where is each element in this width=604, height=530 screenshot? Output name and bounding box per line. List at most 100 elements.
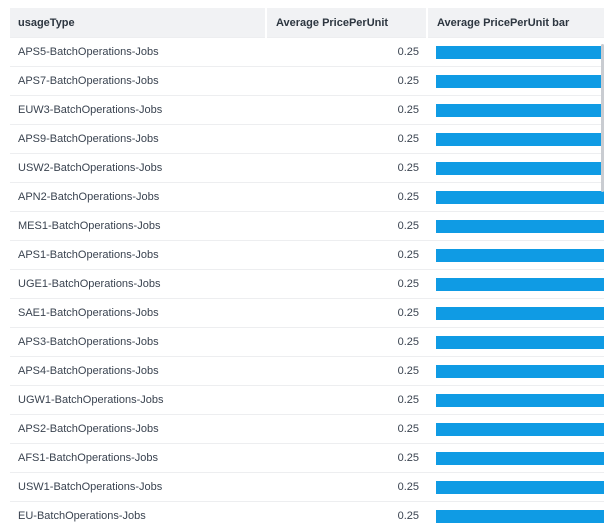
- average-price-cell: 0.25: [266, 298, 427, 328]
- average-price-cell: 0.25: [266, 501, 427, 530]
- bar-track: [436, 480, 604, 494]
- column-header-average-price-bar[interactable]: Average PricePerUnit bar: [426, 8, 604, 38]
- average-price-bar-cell: [427, 124, 604, 154]
- table-row[interactable]: APS5-BatchOperations-Jobs 0.25: [10, 37, 604, 67]
- table-row[interactable]: APS1-BatchOperations-Jobs 0.25: [10, 240, 604, 270]
- average-price-bar-cell: [427, 66, 604, 96]
- table-row[interactable]: AFS1-BatchOperations-Jobs 0.25: [10, 443, 604, 473]
- usage-type-cell: APS3-BatchOperations-Jobs: [10, 327, 266, 357]
- usage-type-cell: AFS1-BatchOperations-Jobs: [10, 443, 266, 473]
- bar-track: [436, 335, 604, 349]
- table-row[interactable]: USW1-BatchOperations-Jobs 0.25: [10, 472, 604, 502]
- average-price-bar-cell: [427, 298, 604, 328]
- table-row[interactable]: SAE1-BatchOperations-Jobs 0.25: [10, 298, 604, 328]
- average-price-cell: 0.25: [266, 443, 427, 473]
- column-header-usage-type[interactable]: usageType: [10, 8, 266, 38]
- average-price-bar-cell: [427, 37, 604, 67]
- usage-type-cell: APS1-BatchOperations-Jobs: [10, 240, 266, 270]
- average-price-cell: 0.25: [266, 472, 427, 502]
- bar-track: [436, 422, 604, 436]
- bar-track: [436, 74, 604, 88]
- table-row[interactable]: UGW1-BatchOperations-Jobs 0.25: [10, 385, 604, 415]
- average-price-cell: 0.25: [266, 240, 427, 270]
- usage-type-cell: EU-BatchOperations-Jobs: [10, 501, 266, 530]
- table-row[interactable]: UGE1-BatchOperations-Jobs 0.25: [10, 269, 604, 299]
- average-price-bar: [436, 335, 604, 349]
- average-price-cell: 0.25: [266, 327, 427, 357]
- average-price-bar: [436, 364, 604, 378]
- table-body: APS5-BatchOperations-Jobs 0.25 APS7-BatchO…: [10, 37, 604, 530]
- bar-track: [436, 132, 604, 146]
- table-row[interactable]: EUW3-BatchOperations-Jobs 0.25: [10, 95, 604, 125]
- bar-track: [436, 161, 604, 175]
- usage-type-cell: SAE1-BatchOperations-Jobs: [10, 298, 266, 328]
- table-row[interactable]: MES1-BatchOperations-Jobs 0.25: [10, 211, 604, 241]
- average-price-bar-cell: [427, 269, 604, 299]
- average-price-cell: 0.25: [266, 182, 427, 212]
- bar-track: [436, 451, 604, 465]
- usage-type-cell: APS2-BatchOperations-Jobs: [10, 414, 266, 444]
- usage-type-cell: USW2-BatchOperations-Jobs: [10, 153, 266, 183]
- table-row[interactable]: EU-BatchOperations-Jobs 0.25: [10, 501, 604, 530]
- average-price-bar-cell: [427, 414, 604, 444]
- average-price-cell: 0.25: [266, 95, 427, 125]
- average-price-cell: 0.25: [266, 269, 427, 299]
- average-price-bar-cell: [427, 385, 604, 415]
- average-price-cell: 0.25: [266, 37, 427, 67]
- average-price-bar: [436, 509, 604, 523]
- average-price-bar: [436, 451, 604, 465]
- average-price-cell: 0.25: [266, 385, 427, 415]
- table-row[interactable]: USW2-BatchOperations-Jobs 0.25: [10, 153, 604, 183]
- average-price-bar-cell: [427, 327, 604, 357]
- table-row[interactable]: APS4-BatchOperations-Jobs 0.25: [10, 356, 604, 386]
- usage-type-cell: APS5-BatchOperations-Jobs: [10, 37, 266, 67]
- average-price-bar: [436, 190, 604, 204]
- average-price-bar: [436, 74, 604, 88]
- bar-track: [436, 306, 604, 320]
- average-price-bar-cell: [427, 240, 604, 270]
- column-header-average-price[interactable]: Average PricePerUnit: [265, 8, 427, 38]
- table-row[interactable]: APS3-BatchOperations-Jobs 0.25: [10, 327, 604, 357]
- usage-type-cell: MES1-BatchOperations-Jobs: [10, 211, 266, 241]
- table-row[interactable]: APS2-BatchOperations-Jobs 0.25: [10, 414, 604, 444]
- bar-track: [436, 103, 604, 117]
- bar-track: [436, 277, 604, 291]
- usage-type-cell: USW1-BatchOperations-Jobs: [10, 472, 266, 502]
- average-price-cell: 0.25: [266, 66, 427, 96]
- average-price-cell: 0.25: [266, 211, 427, 241]
- bar-track: [436, 219, 604, 233]
- average-price-bar: [436, 219, 604, 233]
- table-row[interactable]: APS9-BatchOperations-Jobs 0.25: [10, 124, 604, 154]
- table-row[interactable]: APN2-BatchOperations-Jobs 0.25: [10, 182, 604, 212]
- average-price-bar: [436, 161, 604, 175]
- average-price-bar: [436, 422, 604, 436]
- vertical-scrollbar[interactable]: [601, 44, 604, 192]
- average-price-bar-cell: [427, 443, 604, 473]
- usage-type-cell: APN2-BatchOperations-Jobs: [10, 182, 266, 212]
- usage-type-cell: EUW3-BatchOperations-Jobs: [10, 95, 266, 125]
- average-price-bar-cell: [427, 211, 604, 241]
- bar-track: [436, 190, 604, 204]
- usage-type-cell: UGE1-BatchOperations-Jobs: [10, 269, 266, 299]
- bar-track: [436, 364, 604, 378]
- usage-type-cell: APS9-BatchOperations-Jobs: [10, 124, 266, 154]
- bar-track: [436, 509, 604, 523]
- average-price-cell: 0.25: [266, 153, 427, 183]
- average-price-bar-cell: [427, 501, 604, 530]
- bar-track: [436, 45, 604, 59]
- average-price-cell: 0.25: [266, 124, 427, 154]
- usage-table: usageType Average PricePerUnit Average P…: [10, 8, 604, 530]
- usage-type-cell: UGW1-BatchOperations-Jobs: [10, 385, 266, 415]
- average-price-bar-cell: [427, 472, 604, 502]
- average-price-bar-cell: [427, 182, 604, 212]
- average-price-bar: [436, 248, 604, 262]
- table-row[interactable]: APS7-BatchOperations-Jobs 0.25: [10, 66, 604, 96]
- average-price-bar: [436, 480, 604, 494]
- usage-type-cell: APS7-BatchOperations-Jobs: [10, 66, 266, 96]
- average-price-bar: [436, 393, 604, 407]
- average-price-bar-cell: [427, 153, 604, 183]
- average-price-cell: 0.25: [266, 356, 427, 386]
- bar-track: [436, 248, 604, 262]
- average-price-bar: [436, 306, 604, 320]
- bar-track: [436, 393, 604, 407]
